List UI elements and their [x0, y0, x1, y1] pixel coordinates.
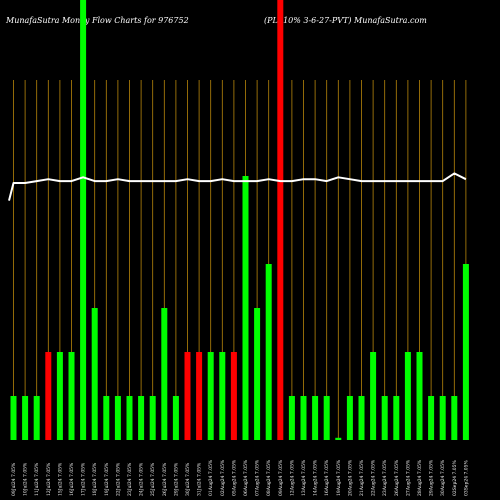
- bar: [323, 396, 330, 440]
- bar: [230, 352, 237, 440]
- x-tick-label: 03Sep24 7.05%: [463, 459, 469, 496]
- x-tick-label: 02Aug24 7.05%: [220, 459, 226, 496]
- bar: [393, 396, 400, 440]
- bar-series: [10, 0, 469, 440]
- chart-header-right: (PL -10% 3-6-27-PVT) MunafaSutra.com: [264, 16, 427, 25]
- x-tick-label: 19Jul24 7.05%: [104, 462, 110, 496]
- x-tick-label: 02Sep24 7.05%: [452, 459, 458, 496]
- bar: [265, 264, 272, 440]
- bar: [45, 352, 52, 440]
- x-axis-tick-labels: 09Jul24 7.05% 10Jul24 7.05% 11Jul24 7.05% 1…: [11, 459, 469, 496]
- x-tick-label: 20Aug24 7.05%: [347, 459, 353, 496]
- x-tick-label: 30Jul24 7.05%: [185, 462, 191, 496]
- x-tick-label: 16Aug24 7.05%: [324, 459, 330, 496]
- bar: [404, 352, 411, 440]
- x-tick-label: 06Aug24 7.05%: [243, 459, 249, 496]
- bar: [335, 437, 342, 440]
- x-tick-label: 21Aug24 7.05%: [359, 459, 365, 496]
- bar: [196, 352, 203, 440]
- bar: [288, 396, 295, 440]
- bar: [277, 0, 284, 440]
- bar: [439, 396, 446, 440]
- bar: [149, 396, 156, 440]
- bar: [103, 396, 110, 440]
- x-tick-label: 22Jul24 7.05%: [115, 462, 121, 496]
- x-tick-label: 08Aug24 7.05%: [266, 459, 272, 496]
- bar: [416, 352, 423, 440]
- x-tick-label: 19Aug24 7.05%: [336, 459, 342, 496]
- x-tick-label: 14Aug24 7.05%: [313, 459, 319, 496]
- x-tick-label: 16Jul24 7.05%: [69, 462, 75, 496]
- bar: [114, 396, 121, 440]
- bar: [172, 396, 179, 440]
- bar: [428, 396, 435, 440]
- bar: [346, 396, 353, 440]
- bar: [254, 308, 261, 440]
- bar: [358, 396, 365, 440]
- x-tick-label: 01Aug24 7.05%: [208, 459, 214, 496]
- bar: [56, 352, 63, 440]
- x-tick-label: 15Jul24 7.05%: [57, 462, 63, 496]
- bar: [184, 352, 191, 440]
- x-tick-label: 12Aug24 7.05%: [289, 459, 295, 496]
- bar: [138, 396, 145, 440]
- x-tick-label: 05Aug24 7.05%: [231, 459, 237, 496]
- chart-header-left: MunafaSutra Money Flow Charts for 976752: [5, 16, 189, 25]
- bar: [312, 396, 319, 440]
- bar: [219, 352, 226, 440]
- x-tick-label: 13Aug24 7.05%: [301, 459, 307, 496]
- x-tick-label: 22Aug24 7.05%: [371, 459, 377, 496]
- x-tick-label: 25Jul24 7.05%: [150, 462, 156, 496]
- bar: [451, 396, 458, 440]
- x-tick-label: 23Jul24 7.05%: [127, 462, 133, 496]
- bar: [161, 308, 168, 440]
- bar: [10, 396, 17, 440]
- bar: [370, 352, 377, 440]
- x-tick-label: 24Jul24 7.05%: [139, 462, 145, 496]
- x-tick-label: 10Jul24 7.05%: [23, 462, 29, 496]
- x-tick-label: 30Aug24 7.05%: [440, 459, 446, 496]
- bar: [462, 264, 469, 440]
- x-tick-label: 28Aug24 7.05%: [417, 459, 423, 496]
- x-tick-label: 29Aug24 7.05%: [429, 459, 435, 496]
- bar: [126, 396, 133, 440]
- x-tick-label: 27Aug24 7.05%: [405, 459, 411, 496]
- x-tick-label: 26Aug24 7.05%: [394, 459, 400, 496]
- x-tick-label: 31Jul24 7.05%: [197, 462, 203, 496]
- bar: [381, 396, 388, 440]
- x-tick-label: 17Jul24 7.05%: [81, 462, 87, 496]
- x-tick-label: 26Jul24 7.05%: [162, 462, 168, 496]
- bar: [242, 176, 249, 440]
- x-tick-label: 11Jul24 7.05%: [34, 462, 40, 496]
- x-tick-label: 09Jul24 7.05%: [11, 462, 17, 496]
- line-series: [8, 172, 467, 201]
- bar: [207, 352, 214, 440]
- x-tick-label: 12Jul24 7.05%: [46, 462, 52, 496]
- bar: [68, 352, 75, 440]
- bar: [91, 308, 98, 440]
- x-tick-label: 23Aug24 7.05%: [382, 459, 388, 496]
- money-flow-line: [8, 172, 467, 201]
- bar: [80, 0, 87, 440]
- bar: [22, 396, 29, 440]
- x-tick-label: 18Jul24 7.05%: [92, 462, 98, 496]
- x-tick-label: 09Aug24 7.05%: [278, 459, 284, 496]
- bar: [300, 396, 307, 440]
- bar: [33, 396, 40, 440]
- x-tick-label: 07Aug24 7.05%: [255, 459, 261, 496]
- x-tick-label: 29Jul24 7.05%: [173, 462, 179, 496]
